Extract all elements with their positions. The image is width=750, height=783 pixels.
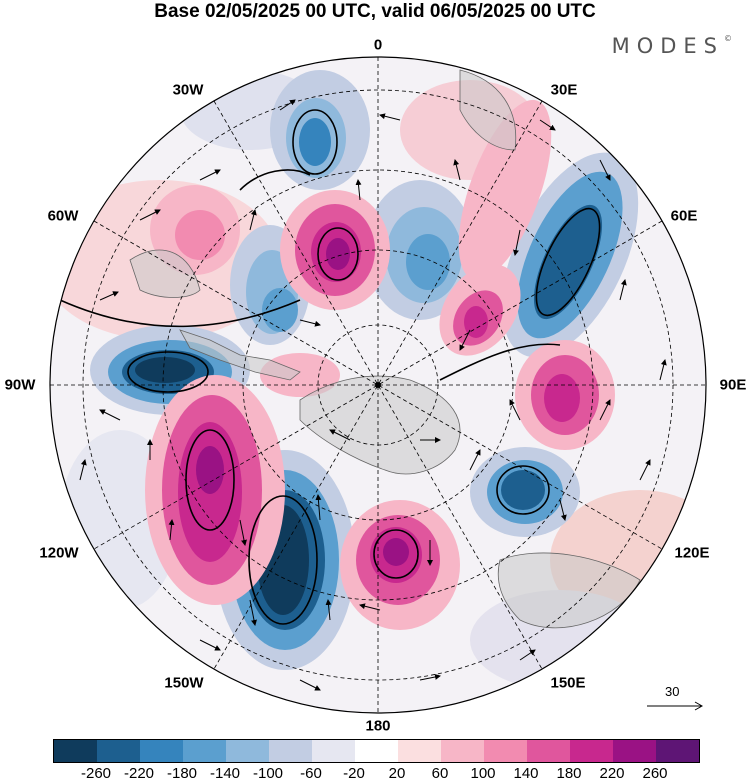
colorbar-swatch (484, 740, 527, 762)
colorbar-swatch (570, 740, 613, 762)
modes-logo: MODES© (612, 34, 732, 58)
lon-label-90e: 90E (719, 376, 747, 394)
south-pole-marker (375, 382, 381, 388)
lon-label-0: 0 (373, 36, 383, 54)
colorbar-swatch (441, 740, 484, 762)
brand-mark: © (724, 34, 732, 43)
colorbar-tick-label: -140 (209, 765, 241, 782)
colorbar-tick-label: 260 (642, 765, 668, 782)
colorbar-tick-label: -20 (343, 765, 365, 782)
map-border (49, 56, 707, 714)
contour-lines (59, 109, 601, 625)
lon-label-30w: 30W (172, 81, 204, 99)
land-masses (129, 69, 641, 629)
lon-label-90w: 90W (4, 376, 36, 394)
colorbar-tick-label: -100 (252, 765, 284, 782)
colorbar-tick-label: 100 (470, 765, 496, 782)
lon-label-120e: 120E (674, 544, 710, 562)
reference-vector: 30 (645, 684, 705, 714)
colorbar-tick-label: -180 (166, 765, 198, 782)
colorbar-tick-label: -60 (300, 765, 322, 782)
lon-label-60e: 60E (670, 207, 698, 225)
colorbar-tick-label: 140 (513, 765, 539, 782)
lon-label-60w: 60W (47, 207, 79, 225)
reference-vector-label: 30 (665, 684, 680, 699)
colorbar-tick-label: 20 (388, 765, 406, 782)
wind-vectors (79, 99, 667, 691)
colorbar-tick-label: -260 (80, 765, 112, 782)
map-disc (50, 57, 706, 713)
colorbar-swatch (355, 740, 398, 762)
lon-label-180: 180 (365, 717, 391, 735)
colorbar-swatch (226, 740, 269, 762)
lon-label-150e: 150E (550, 674, 586, 692)
lon-label-120w: 120W (39, 544, 79, 562)
colorbar (53, 739, 700, 763)
lon-label-150w: 150W (164, 674, 204, 692)
colorbar-tick-label: -220 (123, 765, 155, 782)
colorbar-tick-label: 180 (556, 765, 582, 782)
colorbar-swatch (140, 740, 183, 762)
colorbar-tick-label: 220 (599, 765, 625, 782)
brand-text: MODES (611, 34, 724, 58)
colorbar-swatch (183, 740, 226, 762)
colorbar-swatch (312, 740, 355, 762)
colorbar-swatch (613, 740, 656, 762)
graticule (50, 57, 706, 713)
colorbar-tick-label: 60 (431, 765, 449, 782)
colorbar-swatch (656, 740, 699, 762)
colorbar-swatch (398, 740, 441, 762)
colorbar-swatch (97, 740, 140, 762)
colorbar-swatch (269, 740, 312, 762)
lon-label-30e: 30E (550, 81, 578, 99)
map-title: Base 02/05/2025 00 UTC, valid 06/05/2025… (154, 1, 596, 22)
colorbar-swatch (527, 740, 570, 762)
colorbar-swatch (54, 740, 97, 762)
